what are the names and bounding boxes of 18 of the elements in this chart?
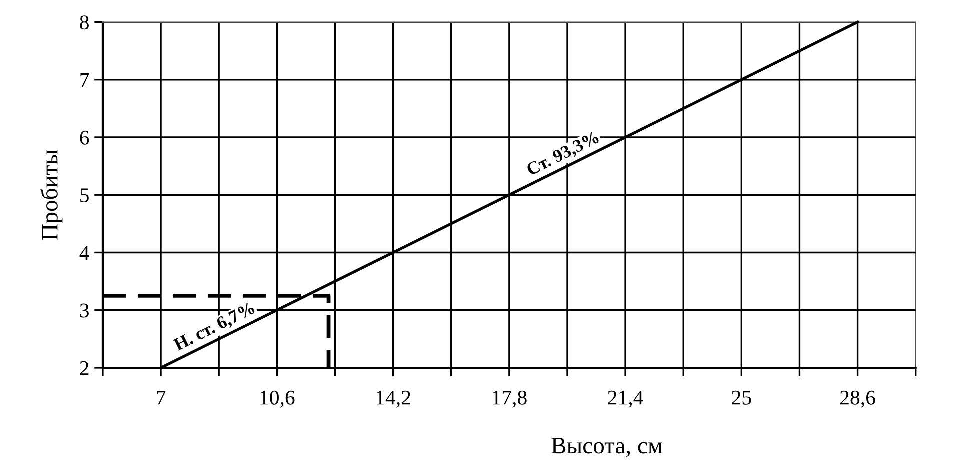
x-tick-label: 25 — [732, 390, 752, 405]
x-tick-label: 14,2 — [376, 390, 410, 408]
y-tick-label: 5 — [80, 188, 89, 203]
x-tick-label: 28,6 — [840, 390, 876, 408]
annotation: Ст. 93,3% — [526, 131, 601, 178]
x-tick-label: 17,8 — [493, 390, 527, 408]
y-tick-label: 4 — [80, 246, 90, 260]
annotation: Н. ст. 6,7% — [172, 302, 257, 354]
y-tick-label: 2 — [80, 361, 89, 376]
x-axis-title: Высота, см — [552, 438, 662, 458]
y-tick-label: 6 — [80, 130, 90, 145]
x-tick-label: 10,6 — [260, 390, 295, 408]
y-tick-label: 3 — [80, 304, 89, 318]
y-tick-label: 7 — [80, 73, 90, 88]
x-tick-label: 21,4 — [608, 390, 644, 408]
y-axis-title: Пробиты — [40, 150, 63, 240]
x-tick-label: 7 — [157, 391, 166, 405]
y-tick-label: 8 — [80, 16, 89, 30]
